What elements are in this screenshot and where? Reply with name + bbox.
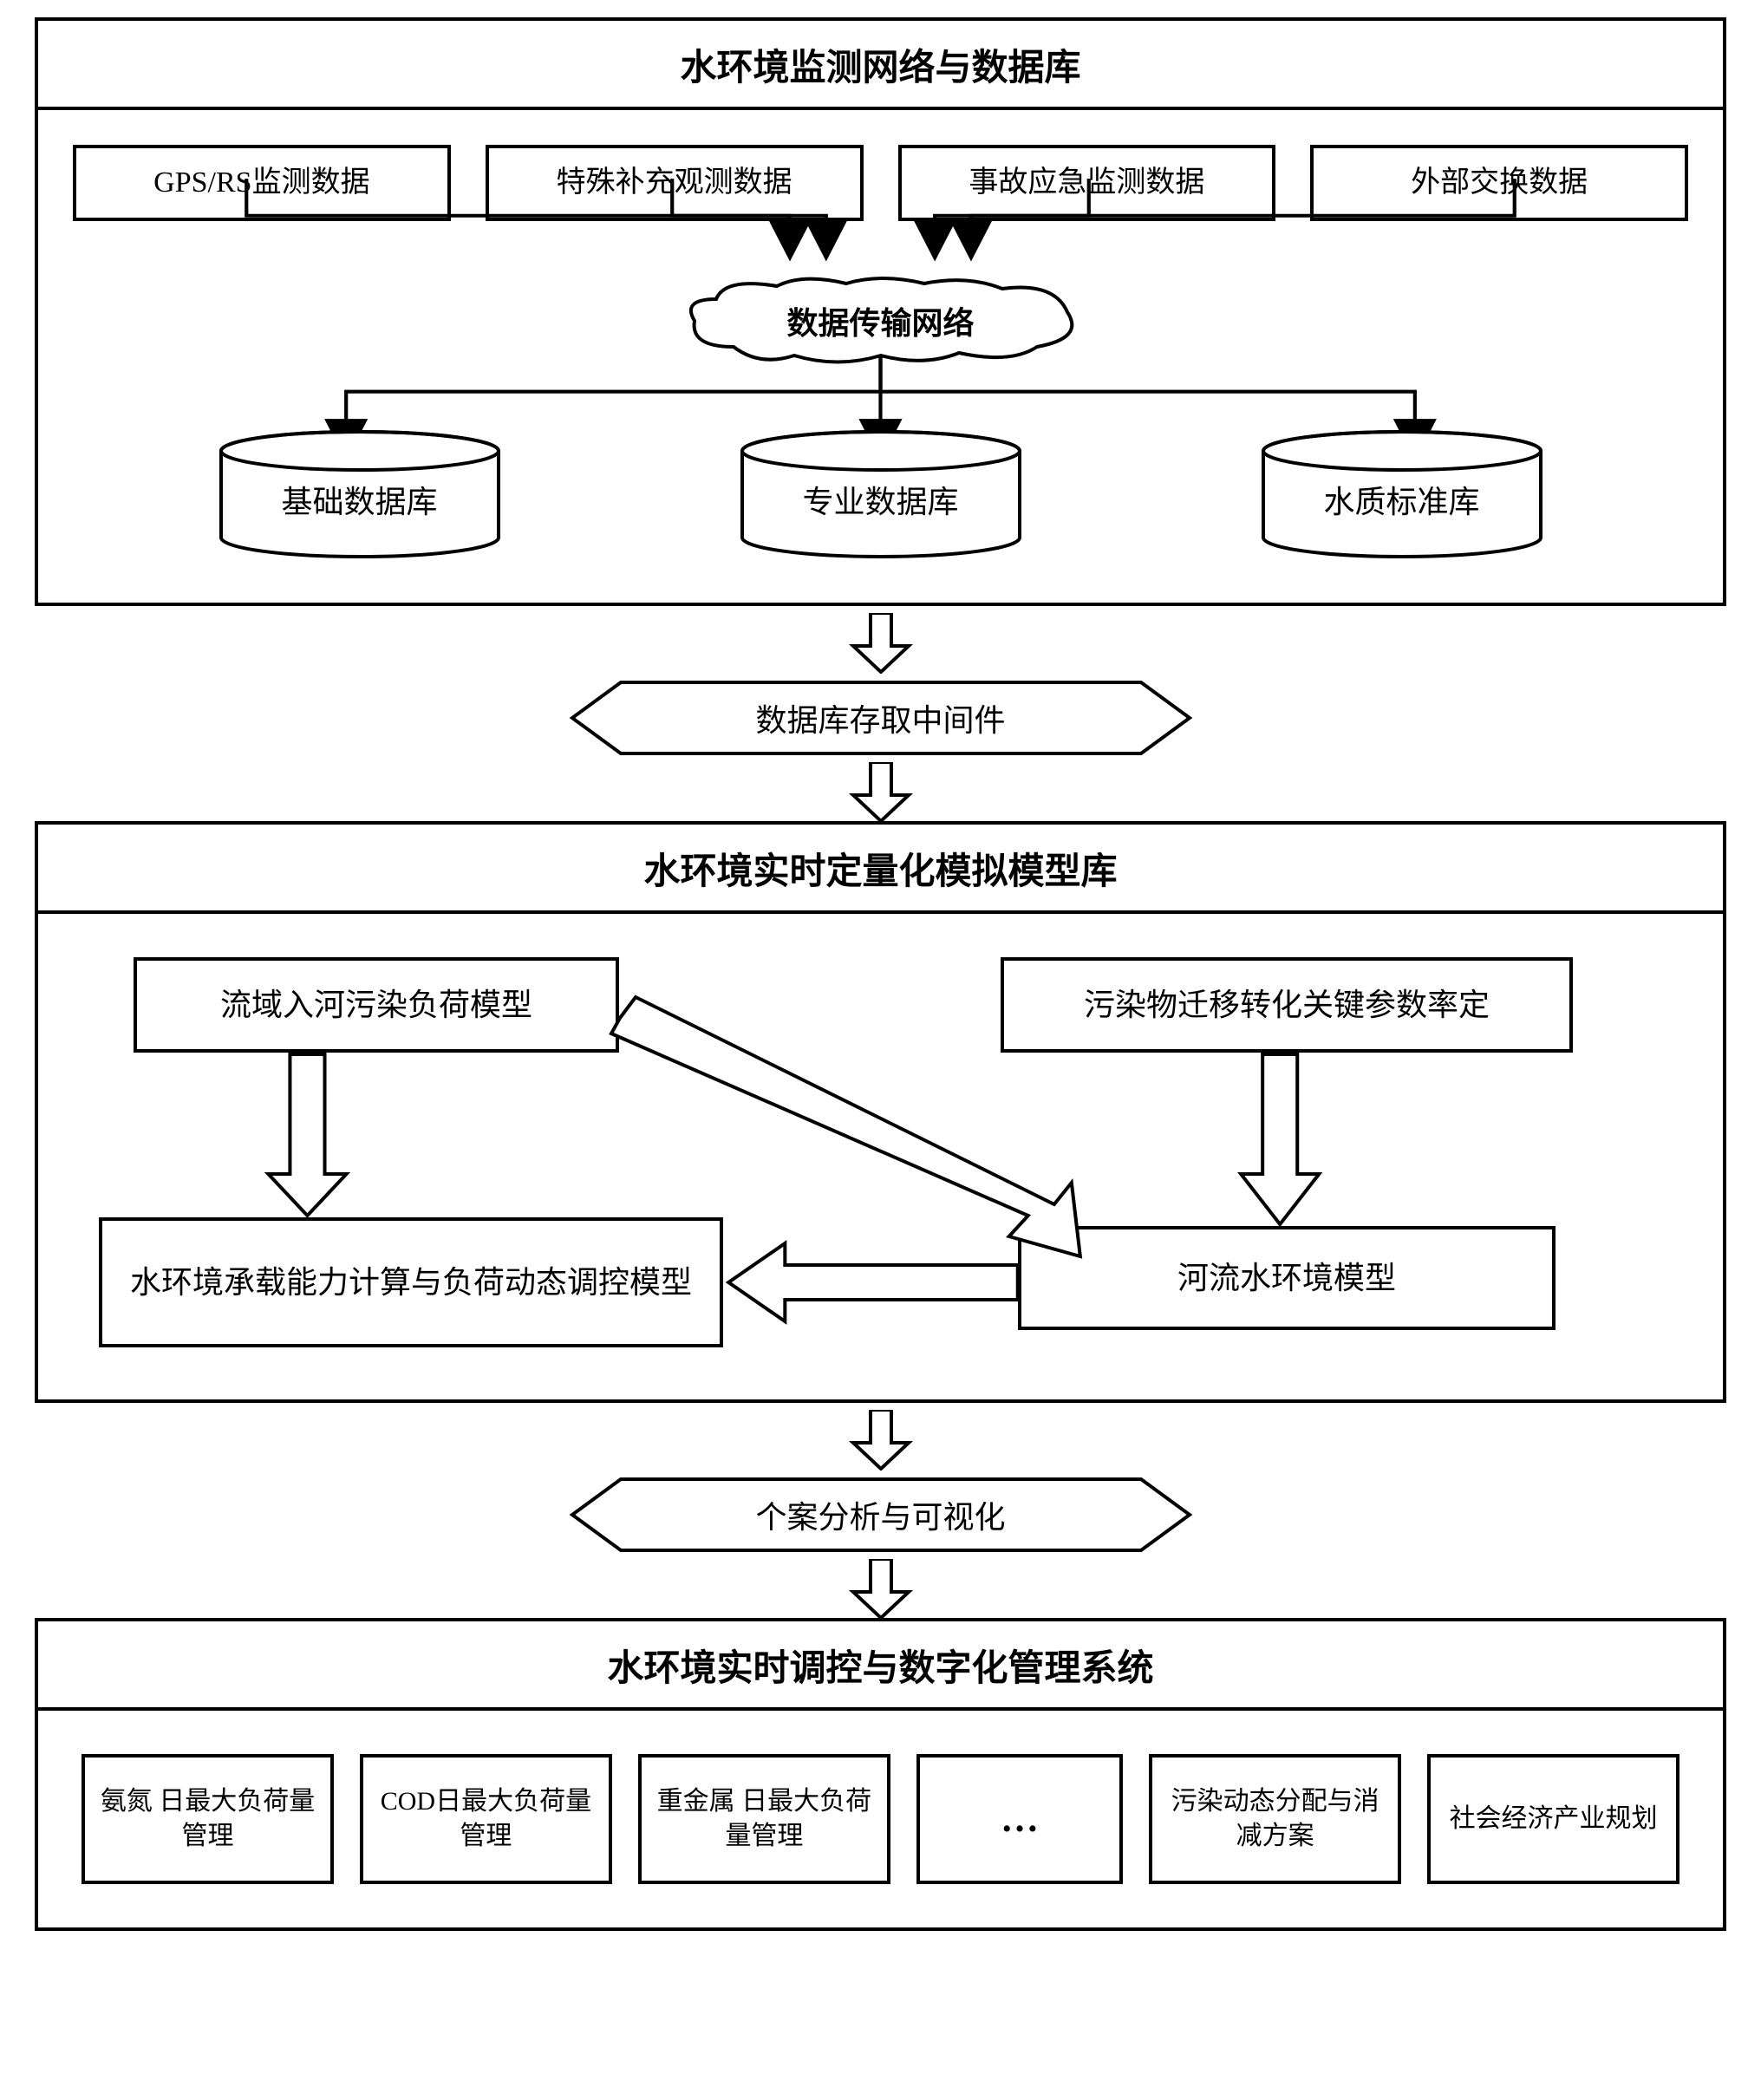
section1-title: 水环境监测网络与数据库: [38, 21, 1723, 110]
block-arrow-icon: [846, 762, 916, 823]
hex-middleware-label: 数据库存取中间件: [755, 695, 1005, 740]
model-top-left: 流域入河污染负荷模型: [134, 957, 619, 1053]
section2-title: 水环境实时定量化模拟模型库: [38, 825, 1723, 914]
db-professional-label: 专业数据库: [802, 477, 958, 522]
database-row: 基础数据库 专业数据库 水质标准库: [73, 429, 1688, 559]
block-arrow-icon: [846, 1559, 916, 1620]
section1-body: GPS/RS监测数据 特殊补充观测数据 事故应急监测数据 外部交换数据: [38, 110, 1723, 603]
module-ellipsis: …: [916, 1754, 1123, 1884]
model-bottom-right: 河流水环境模型: [1018, 1226, 1556, 1330]
cloud-label: 数据传输网络: [786, 298, 974, 343]
arrow-s1-to-hex1: [35, 613, 1726, 674]
model-bottom-right-label: 河流水环境模型: [1177, 1257, 1396, 1300]
input-external: 外部交换数据: [1310, 145, 1688, 221]
input-sources-row: GPS/RS监测数据 特殊补充观测数据 事故应急监测数据 外部交换数据: [73, 145, 1688, 221]
model-bottom-left: 水环境承载能力计算与负荷动态调控模型: [99, 1217, 723, 1347]
model-top-right: 污染物迁移转化关键参数率定: [1001, 957, 1573, 1053]
hex-case-analysis-label: 个案分析与可视化: [755, 1492, 1005, 1537]
modules-row: 氨氮 日最大负荷量管理 COD日最大负荷量管理 重金属 日最大负荷量管理 … 污…: [73, 1754, 1688, 1884]
module-nh3n: 氨氮 日最大负荷量管理: [82, 1754, 334, 1884]
block-arrow-icon: [846, 1410, 916, 1471]
db-professional: 专业数据库: [734, 429, 1028, 559]
db-basic-label: 基础数据库: [281, 477, 437, 522]
section3-body: 氨氮 日最大负荷量管理 COD日最大负荷量管理 重金属 日最大负荷量管理 … 污…: [38, 1711, 1723, 1927]
section-monitoring-network: 水环境监测网络与数据库 GPS/RS监测数据 特殊补充观测数据 事故应急监测数据…: [35, 17, 1726, 606]
arrow-hex2-to-s3: [35, 1559, 1726, 1620]
model-top-left-label: 流域入河污染负荷模型: [220, 984, 532, 1027]
module-cod: COD日最大负荷量管理: [360, 1754, 612, 1884]
db-standard: 水质标准库: [1255, 429, 1549, 559]
input-accident: 事故应急监测数据: [898, 145, 1276, 221]
section-model-library: 水环境实时定量化模拟模型库 流域入河污染负荷模型 污染物迁移转化关键参数率定 水…: [35, 821, 1726, 1403]
arrow-s2-to-hex2: [35, 1410, 1726, 1471]
module-dynamic: 污染动态分配与消减方案: [1149, 1754, 1401, 1884]
db-standard-label: 水质标准库: [1323, 477, 1479, 522]
hex-middleware: 数据库存取中间件: [569, 679, 1193, 757]
model-bottom-left-label: 水环境承载能力计算与负荷动态调控模型: [130, 1262, 692, 1304]
module-economy: 社会经济产业规划: [1427, 1754, 1679, 1884]
hex-case-analysis: 个案分析与可视化: [569, 1476, 1193, 1554]
arrow-hex1-to-s2: [35, 762, 1726, 823]
module-metal: 重金属 日最大负荷量管理: [638, 1754, 890, 1884]
model-top-right-label: 污染物迁移转化关键参数率定: [1084, 984, 1490, 1027]
input-gps-rs: GPS/RS监测数据: [73, 145, 451, 221]
block-arrow-icon: [846, 613, 916, 674]
section3-title: 水环境实时调控与数字化管理系统: [38, 1621, 1723, 1711]
section2-body: 流域入河污染负荷模型 污染物迁移转化关键参数率定 水环境承载能力计算与负荷动态调…: [38, 914, 1723, 1399]
db-basic: 基础数据库: [212, 429, 507, 559]
cloud-data-network: 数据传输网络: [682, 273, 1080, 368]
input-special: 特殊补充观测数据: [486, 145, 864, 221]
section-management-system: 水环境实时调控与数字化管理系统 氨氮 日最大负荷量管理 COD日最大负荷量管理 …: [35, 1618, 1726, 1931]
